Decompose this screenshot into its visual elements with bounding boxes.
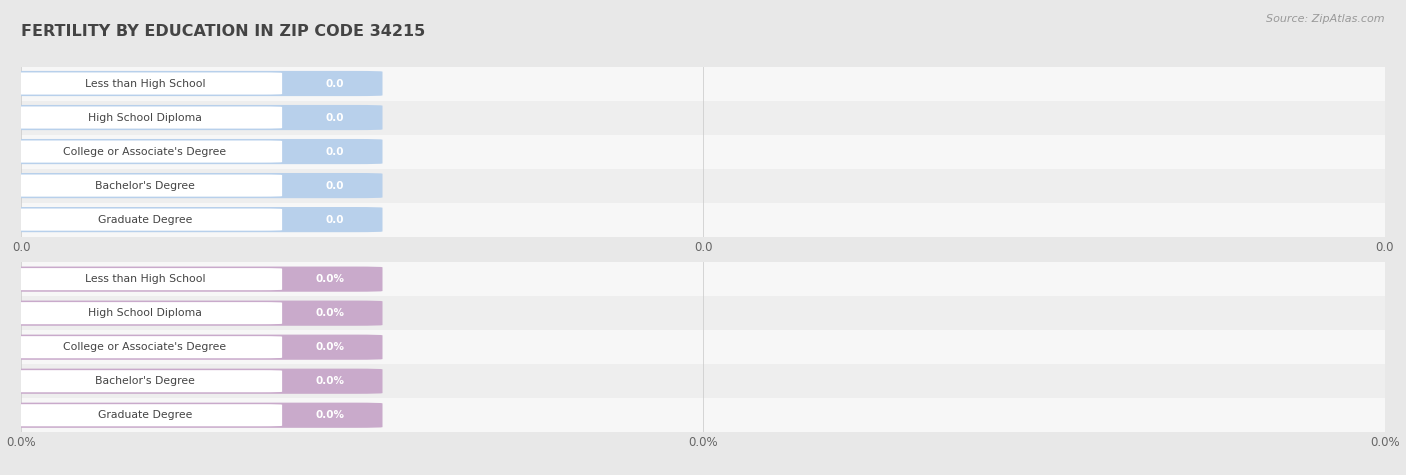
FancyBboxPatch shape [0,334,382,360]
FancyBboxPatch shape [7,268,283,290]
FancyBboxPatch shape [7,404,283,426]
Text: High School Diploma: High School Diploma [87,308,201,318]
Text: 0.0%: 0.0% [315,274,344,284]
FancyBboxPatch shape [21,134,1385,169]
Text: 0.0%: 0.0% [315,308,344,318]
FancyBboxPatch shape [0,173,382,198]
FancyBboxPatch shape [0,139,382,164]
FancyBboxPatch shape [21,364,1385,398]
FancyBboxPatch shape [21,169,1385,203]
Text: Bachelor's Degree: Bachelor's Degree [94,376,194,386]
Text: Graduate Degree: Graduate Degree [97,410,193,420]
FancyBboxPatch shape [7,302,283,324]
FancyBboxPatch shape [0,71,382,96]
FancyBboxPatch shape [0,266,382,292]
Text: 0.0: 0.0 [326,113,344,123]
FancyBboxPatch shape [21,262,1385,296]
Text: College or Associate's Degree: College or Associate's Degree [63,147,226,157]
Text: College or Associate's Degree: College or Associate's Degree [63,342,226,352]
Text: 0.0%: 0.0% [315,342,344,352]
Text: Bachelor's Degree: Bachelor's Degree [94,180,194,190]
FancyBboxPatch shape [21,203,1385,237]
Text: 0.0: 0.0 [326,147,344,157]
Text: 0.0: 0.0 [326,215,344,225]
Text: Less than High School: Less than High School [84,78,205,88]
FancyBboxPatch shape [7,73,283,95]
Text: Less than High School: Less than High School [84,274,205,284]
Text: 0.0: 0.0 [326,180,344,190]
FancyBboxPatch shape [21,296,1385,330]
FancyBboxPatch shape [7,141,283,162]
FancyBboxPatch shape [21,398,1385,432]
FancyBboxPatch shape [21,66,1385,101]
FancyBboxPatch shape [7,209,283,231]
FancyBboxPatch shape [0,369,382,394]
Text: 0.0%: 0.0% [315,410,344,420]
Text: FERTILITY BY EDUCATION IN ZIP CODE 34215: FERTILITY BY EDUCATION IN ZIP CODE 34215 [21,24,426,39]
Text: Graduate Degree: Graduate Degree [97,215,193,225]
FancyBboxPatch shape [21,330,1385,364]
FancyBboxPatch shape [7,106,283,129]
FancyBboxPatch shape [0,301,382,326]
FancyBboxPatch shape [21,101,1385,134]
FancyBboxPatch shape [7,336,283,358]
FancyBboxPatch shape [7,370,283,392]
Text: High School Diploma: High School Diploma [87,113,201,123]
FancyBboxPatch shape [0,105,382,130]
Text: 0.0: 0.0 [326,78,344,88]
FancyBboxPatch shape [0,207,382,232]
FancyBboxPatch shape [0,403,382,428]
Text: 0.0%: 0.0% [315,376,344,386]
FancyBboxPatch shape [7,174,283,197]
Text: Source: ZipAtlas.com: Source: ZipAtlas.com [1267,14,1385,24]
